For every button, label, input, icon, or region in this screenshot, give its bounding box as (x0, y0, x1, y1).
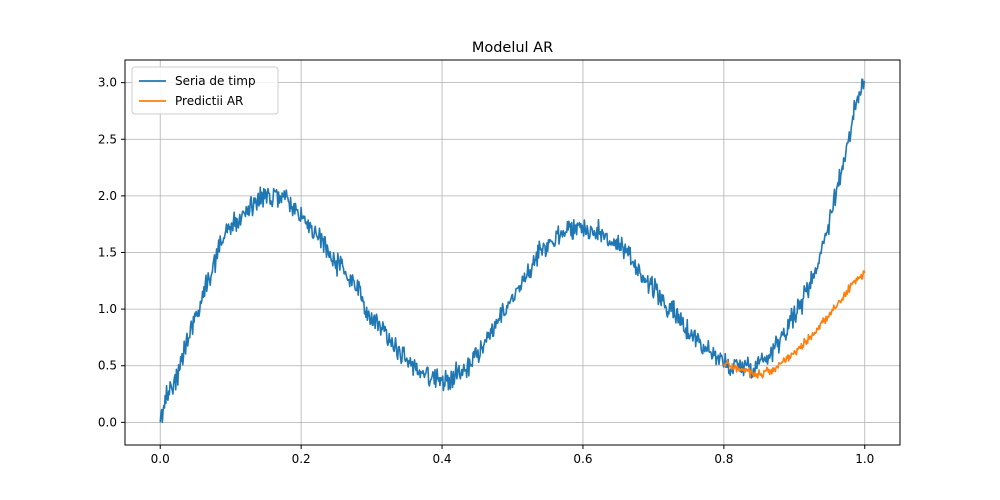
series-layer (159, 78, 866, 424)
legend-label-0: Seria de timp (175, 74, 256, 88)
axes: 0.0 0.2 0.4 0.6 0.8 1.0 0.0 0.5 1.0 1.5 2.0 2.5 3.0 (98, 59, 901, 466)
y-tick-label-5: 2.5 (98, 132, 117, 146)
series-line-0 (159, 78, 866, 424)
x-tick-label-4: 0.8 (714, 452, 733, 466)
legend-box (131, 66, 279, 115)
y-tick-label-3: 1.5 (98, 246, 117, 260)
x-tick-label-2: 0.4 (432, 452, 451, 466)
y-tick-label-0: 0.0 (98, 415, 117, 429)
y-tick-label-4: 2.0 (98, 189, 117, 203)
legend-label-1: Predictii AR (175, 94, 243, 108)
x-tick-label-0: 0.0 (151, 452, 170, 466)
grid (125, 60, 900, 445)
y-tick-label-2: 1.0 (98, 302, 117, 316)
x-tick-label-3: 0.6 (573, 452, 592, 466)
legend: Seria de timp Predictii AR (131, 66, 279, 115)
chart-title: Modelul AR (472, 40, 553, 56)
x-tick-label-5: 1.0 (855, 452, 874, 466)
series-line-1 (723, 270, 866, 379)
y-tick-label-1: 0.5 (98, 359, 117, 373)
x-tick-label-1: 0.2 (292, 452, 311, 466)
y-tick-label-6: 3.0 (98, 76, 117, 90)
